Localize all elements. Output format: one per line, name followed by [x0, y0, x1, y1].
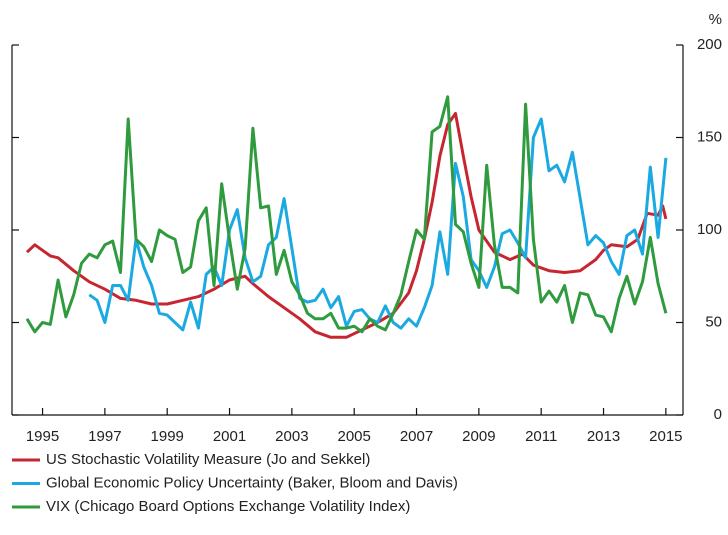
legend-label: US Stochastic Volatility Measure (Jo and… — [46, 451, 370, 468]
x-tick-label: 2007 — [400, 428, 433, 445]
x-tick-label: 2011 — [525, 428, 557, 445]
x-tick-label: 1997 — [88, 428, 121, 445]
y-tick-label: 50 — [705, 313, 722, 330]
legend-label: Global Economic Policy Uncertainty (Bake… — [46, 474, 458, 491]
x-tick-label: 2013 — [587, 428, 620, 445]
y-tick-label: 0 — [714, 406, 722, 423]
series-line — [25, 95, 668, 334]
x-tick-label: 2005 — [338, 428, 371, 445]
x-tick-label: 2001 — [213, 428, 246, 445]
series-line — [25, 112, 668, 339]
x-tick-label: 2009 — [462, 428, 495, 445]
series-line — [88, 117, 668, 332]
y-tick-label: 150 — [697, 128, 722, 145]
x-tick-label: 1995 — [26, 428, 59, 445]
x-tick-label: 1999 — [151, 428, 184, 445]
x-tick-label: 2003 — [275, 428, 308, 445]
y-tick-label: 200 — [697, 36, 722, 53]
y-tick-label: 100 — [697, 221, 722, 238]
legend-label: VIX (Chicago Board Options Exchange Vola… — [46, 498, 410, 515]
x-tick-label: 2015 — [649, 428, 682, 445]
y-axis-label: % — [709, 11, 722, 28]
